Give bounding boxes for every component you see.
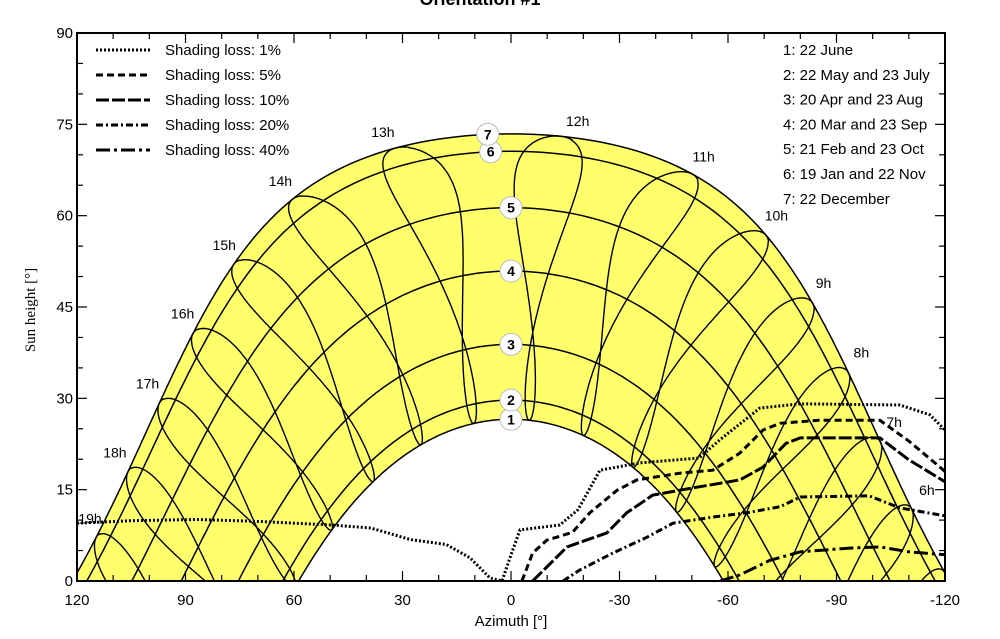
date-curve-6 — [85, 150, 937, 581]
date-legend-entry: 7: 22 December — [783, 191, 890, 208]
hour-line-13h — [382, 146, 478, 425]
shading-loss-line-5 — [719, 545, 945, 581]
date-legend-entry: 1: 22 June — [783, 42, 853, 59]
date-legend-entry: 6: 19 Jan and 22 Nov — [783, 166, 926, 183]
x-tick-label: -30 — [609, 592, 631, 609]
legend-entry: Shading loss: 10% — [165, 92, 289, 109]
hour-label: 6h — [919, 482, 935, 498]
hour-label: 13h — [371, 124, 394, 140]
date-curve-legend: 1: 22 June 2: 22 May and 23 July 3: 20 Apr… — [783, 42, 930, 208]
date-marker-circle — [499, 388, 523, 412]
date-marker-circle — [499, 259, 523, 283]
hour-line-7h — [774, 449, 883, 581]
hour-label: 19h — [78, 511, 101, 527]
date-marker-label: 7 — [484, 126, 492, 142]
hour-label: 7h — [886, 414, 902, 430]
date-marker-label: 3 — [507, 336, 515, 352]
y-tick-label: 75 — [56, 116, 73, 133]
hour-line-19h — [99, 533, 146, 581]
x-tick-label: -120 — [930, 592, 960, 609]
x-tick-label: 30 — [394, 592, 411, 609]
legend-entry: Shading loss: 1% — [165, 42, 281, 59]
date-legend-entry: 2: 22 May and 23 July — [783, 67, 930, 84]
date-marker-label: 1 — [507, 411, 515, 427]
x-tick-label: 60 — [286, 592, 303, 609]
hour-line-14h — [287, 195, 424, 446]
date-legend-entry: 5: 21 Feb and 23 Oct — [783, 141, 925, 158]
hour-line-9h — [675, 297, 815, 513]
legend-entry: Shading loss: 5% — [165, 67, 281, 84]
y-tick-label: 45 — [56, 299, 73, 316]
hour-line-18h — [131, 466, 216, 581]
x-axis-label: Azimuth [°] — [475, 613, 548, 630]
hour-line-17h — [157, 398, 296, 581]
hour-line-18h — [125, 467, 207, 581]
x-tick-label: 90 — [177, 592, 194, 609]
hour-label: 14h — [269, 173, 292, 189]
date-legend-entry: 3: 20 Apr and 23 Aug — [783, 92, 923, 109]
date-marker-circle — [499, 196, 523, 220]
y-tick-label: 30 — [56, 390, 73, 407]
date-curve-7 — [77, 133, 945, 575]
shading-loss-legend: Shading loss: 1% Shading loss: 5% Shading … — [96, 42, 289, 159]
y-tick-label: 15 — [56, 482, 73, 499]
date-marker-circle — [499, 332, 523, 356]
date-marker-label: 5 — [507, 200, 515, 216]
date-legend-entry: 4: 20 Mar and 23 Sep — [783, 116, 927, 133]
legend-entry: Shading loss: 40% — [165, 142, 289, 159]
hour-line-12h — [513, 135, 583, 421]
hour-label: 10h — [765, 208, 788, 224]
legend-entry: Shading loss: 20% — [165, 117, 289, 134]
hour-label: 17h — [136, 375, 159, 391]
shading-loss-line-4 — [562, 494, 945, 581]
x-tick-label: -90 — [826, 592, 848, 609]
hour-label: 16h — [171, 305, 194, 321]
y-axis-label: Sun height [°] — [23, 268, 39, 352]
hour-label: 9h — [816, 275, 832, 291]
hour-label: 8h — [854, 345, 870, 361]
hour-line-8h — [713, 366, 851, 568]
x-tick-label: -60 — [717, 592, 739, 609]
annotations: 6h 7h 8h 9h 10h 11h 12h 13h 14h 15h 16h 17h 18h 19h 1 2… — [78, 113, 934, 527]
date-marker-label: 2 — [507, 392, 515, 408]
date-marker-label: 6 — [487, 144, 495, 160]
hour-line-5h — [920, 568, 945, 581]
sun-band-fill — [77, 133, 945, 581]
date-marker-label: 4 — [507, 263, 515, 279]
shading-loss-line-3 — [531, 436, 945, 581]
hour-line-17h — [162, 397, 287, 581]
hour-line-15h — [231, 259, 375, 483]
date-marker-circle — [476, 122, 500, 146]
hour-label: 12h — [566, 113, 589, 129]
y-tick-label: 90 — [56, 25, 73, 42]
chart-title: Orientation #1 — [419, 0, 540, 9]
hour-line-11h — [580, 170, 699, 437]
hour-label: 11h — [692, 149, 714, 165]
y-tick-label: 0 — [65, 573, 73, 590]
shading-loss-line-1 — [77, 402, 945, 581]
shading-loss-line-2 — [520, 418, 945, 581]
hour-label: 15h — [213, 237, 236, 253]
y-tick-label: 60 — [56, 208, 73, 225]
hour-line-6h — [879, 516, 914, 581]
hour-line-10h — [631, 229, 770, 468]
hour-line-16h — [190, 327, 334, 531]
x-tick-label: 0 — [507, 592, 515, 609]
hour-label: 18h — [103, 444, 126, 460]
x-tick-label: 120 — [64, 592, 89, 609]
